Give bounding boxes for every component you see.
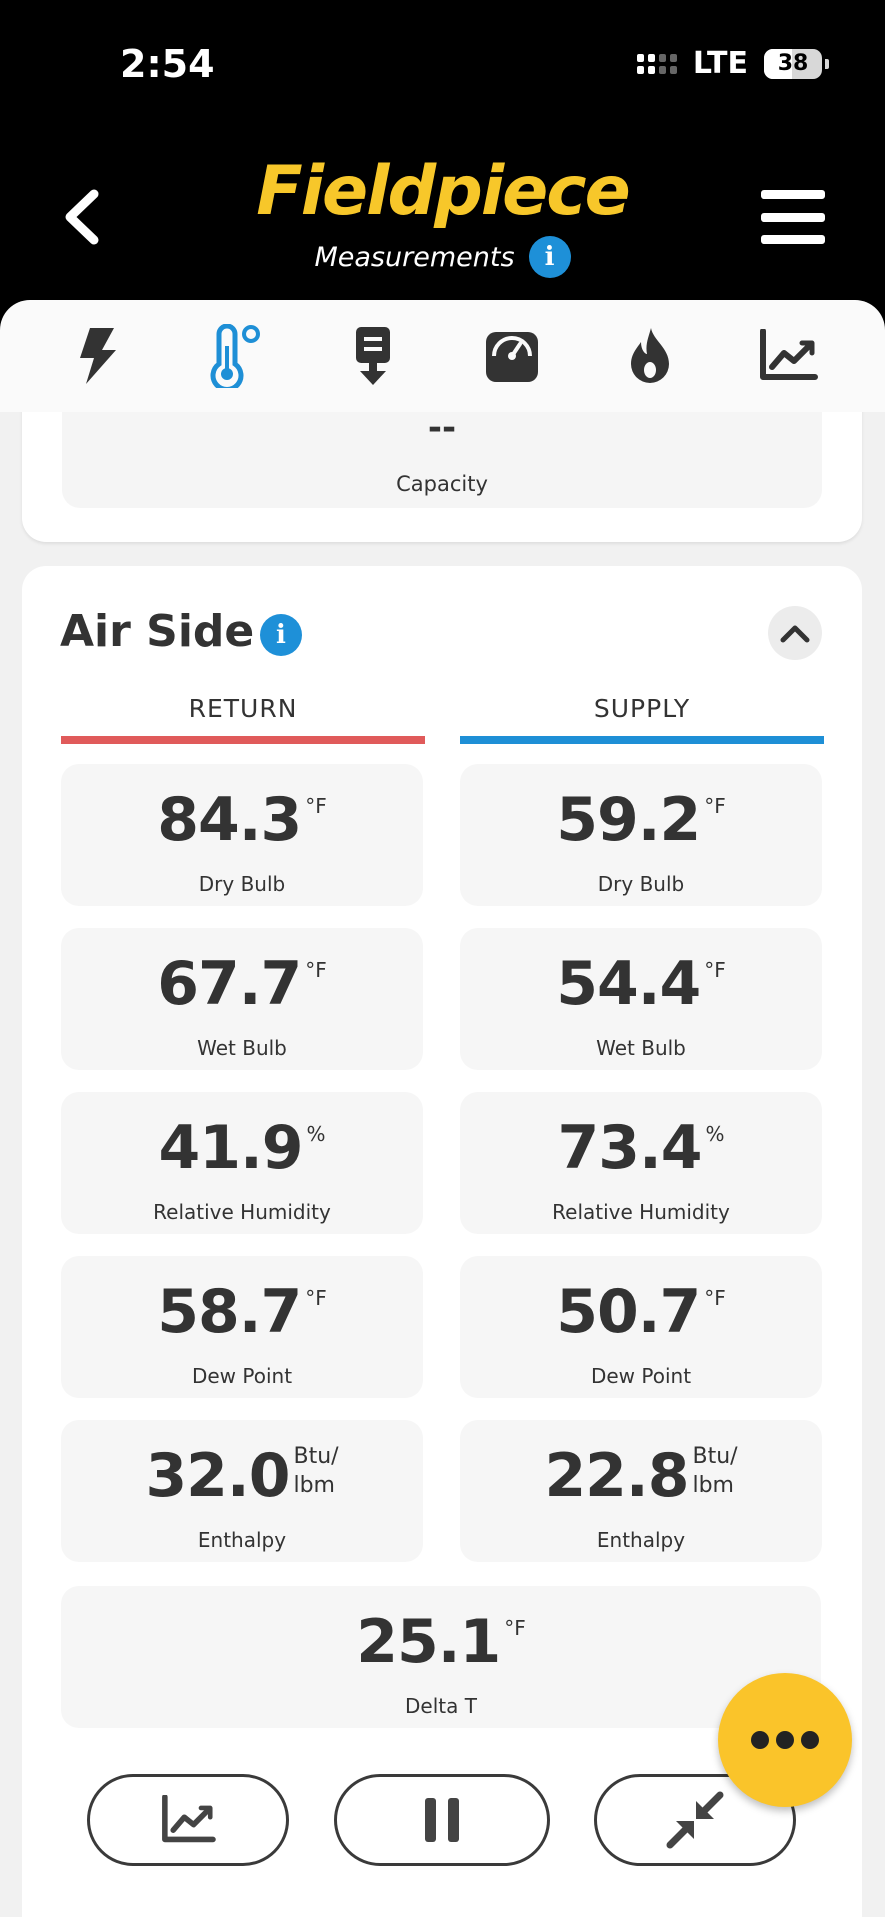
- supply-wet-bulb-tile[interactable]: 54.4 °F Wet Bulb: [460, 928, 822, 1070]
- return-dew-point-label: Dew Point: [191, 1364, 293, 1388]
- tab-electrical[interactable]: [57, 316, 137, 396]
- return-wet-bulb-unit: °F: [305, 958, 327, 982]
- supply-humidity-label: Relative Humidity: [552, 1200, 730, 1224]
- supply-enthalpy-value: 22.8: [544, 1441, 689, 1511]
- supply-wet-bulb-unit: °F: [704, 958, 726, 982]
- return-color-bar: [61, 736, 425, 744]
- return-dry-bulb-tile[interactable]: 84.3 °F Dry Bulb: [61, 764, 423, 906]
- supply-dew-point-unit: °F: [704, 1286, 726, 1310]
- return-dew-point-unit: °F: [305, 1286, 327, 1310]
- tab-trends[interactable]: [748, 316, 828, 396]
- collapse-section-button[interactable]: [768, 606, 822, 660]
- return-enthalpy-tile[interactable]: 32.0 Btu/lbm Enthalpy: [61, 1420, 423, 1562]
- capacity-label: Capacity: [396, 472, 488, 496]
- supply-humidity-tile[interactable]: 73.4% Relative Humidity: [460, 1092, 822, 1234]
- return-humidity-unit: %: [306, 1122, 326, 1146]
- return-wet-bulb-value: 67.7: [157, 949, 302, 1019]
- battery-level: 38: [777, 51, 809, 76]
- tab-temperature[interactable]: [195, 316, 275, 396]
- lightning-icon: [80, 328, 117, 384]
- more-dots-icon: [751, 1731, 769, 1749]
- minimize-arrows-icon: [666, 1791, 724, 1849]
- supply-column-header: SUPPLY: [593, 694, 691, 723]
- page-title: Measurements: [314, 241, 515, 273]
- return-wet-bulb-label: Wet Bulb: [197, 1036, 287, 1060]
- supply-dry-bulb-label: Dry Bulb: [597, 872, 685, 896]
- supply-humidity-unit: %: [705, 1122, 725, 1146]
- tab-condenser[interactable]: [333, 316, 413, 396]
- supply-wet-bulb-label: Wet Bulb: [596, 1036, 686, 1060]
- trend-chart-icon: [162, 1795, 216, 1843]
- signal-icon: [636, 53, 677, 74]
- supply-color-bar: [460, 736, 824, 744]
- app-header: 2:54 LTE 38 Fieldpiece Measurements i: [0, 0, 885, 330]
- gauge-icon: [485, 332, 538, 382]
- supply-dew-point-tile[interactable]: 50.7 °F Dew Point: [460, 1256, 822, 1398]
- tab-pressure[interactable]: [472, 316, 552, 396]
- return-dew-point-value: 58.7: [157, 1277, 302, 1347]
- supply-dry-bulb-unit: °F: [704, 794, 726, 818]
- delta-t-tile[interactable]: 25.1 °F Delta T: [61, 1586, 821, 1728]
- status-time: 2:54: [120, 42, 215, 86]
- page-subtitle: Measurements i: [0, 236, 885, 278]
- trend-chart-icon: [759, 329, 818, 380]
- pause-button[interactable]: [334, 1774, 550, 1866]
- back-button[interactable]: [58, 188, 106, 246]
- measurements-info-icon[interactable]: i: [528, 236, 571, 278]
- network-type: LTE: [692, 46, 748, 81]
- return-dry-bulb-value: 84.3: [157, 785, 302, 855]
- battery-icon: 38: [764, 48, 822, 79]
- graph-button[interactable]: [87, 1774, 289, 1866]
- status-icons: LTE 38: [636, 46, 829, 81]
- condenser-icon: [356, 327, 391, 385]
- pause-icon: [425, 1798, 459, 1842]
- return-dew-point-tile[interactable]: 58.7 °F Dew Point: [61, 1256, 423, 1398]
- fieldpiece-logo: Fieldpiece: [256, 152, 630, 231]
- supply-enthalpy-unit: Btu/lbm: [692, 1444, 738, 1498]
- supply-dry-bulb-value: 59.2: [556, 785, 701, 855]
- return-humidity-label: Relative Humidity: [153, 1200, 331, 1224]
- delta-t-label: Delta T: [405, 1694, 477, 1718]
- menu-button[interactable]: [761, 190, 825, 244]
- air-side-card: Air Side i RETURN SUPPLY 84.3 °F Dry Bulb…: [22, 566, 862, 1917]
- return-enthalpy-unit: Btu/lbm: [293, 1444, 339, 1498]
- air-side-title: Air Side: [60, 606, 255, 657]
- return-column-header: RETURN: [188, 694, 298, 723]
- supply-dry-bulb-tile[interactable]: 59.2 °F Dry Bulb: [460, 764, 822, 906]
- return-humidity-tile[interactable]: 41.9% Relative Humidity: [61, 1092, 423, 1234]
- measurement-tab-bar: [0, 300, 885, 412]
- supply-humidity-value: 73.4: [557, 1113, 702, 1183]
- return-enthalpy-value: 32.0: [145, 1441, 290, 1511]
- return-dry-bulb-label: Dry Bulb: [198, 872, 286, 896]
- delta-t-value: 25.1: [356, 1607, 501, 1677]
- supply-enthalpy-tile[interactable]: 22.8 Btu/lbm Enthalpy: [460, 1420, 822, 1562]
- capacity-value: --: [427, 408, 457, 448]
- hamburger-menu-icon: [761, 190, 825, 199]
- return-enthalpy-label: Enthalpy: [197, 1528, 287, 1552]
- supply-wet-bulb-value: 54.4: [556, 949, 701, 1019]
- delta-t-unit: °F: [504, 1616, 526, 1640]
- supply-dew-point-value: 50.7: [556, 1277, 701, 1347]
- chevron-up-icon: [780, 625, 810, 643]
- supply-enthalpy-label: Enthalpy: [596, 1528, 686, 1552]
- return-dry-bulb-unit: °F: [305, 794, 327, 818]
- chevron-left-icon: [65, 189, 99, 245]
- flame-icon: [630, 328, 669, 383]
- air-side-info-icon[interactable]: i: [260, 614, 302, 656]
- return-wet-bulb-tile[interactable]: 67.7 °F Wet Bulb: [61, 928, 423, 1070]
- supply-dew-point-label: Dew Point: [590, 1364, 692, 1388]
- return-humidity-value: 41.9: [158, 1113, 303, 1183]
- tab-combustion[interactable]: [610, 316, 690, 396]
- more-options-button[interactable]: [718, 1673, 852, 1807]
- thermometer-icon: [210, 324, 261, 388]
